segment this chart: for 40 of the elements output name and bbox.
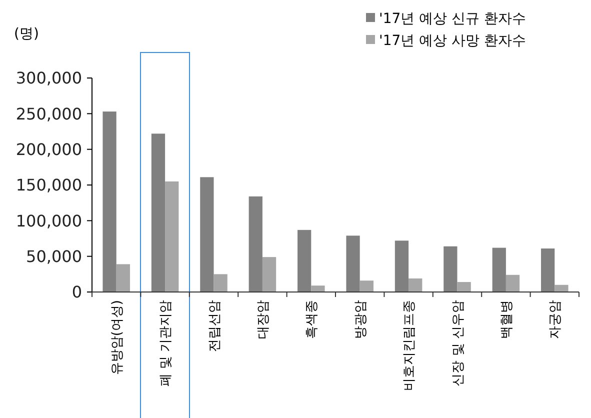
y-tick-label: 50,000 (26, 246, 82, 266)
x-tick-label: 신장 및 신우암 (450, 300, 466, 386)
bar (360, 280, 374, 292)
bar (248, 196, 262, 292)
x-tick-label: 자궁암 (548, 300, 564, 339)
y-tick-label: 250,000 (16, 104, 82, 124)
bar (116, 264, 130, 292)
y-axis-title: (명) (14, 26, 39, 42)
bar (298, 230, 312, 292)
bar (102, 112, 116, 292)
x-tick-label: 전립선암 (207, 300, 222, 352)
y-tick-label: 150,000 (16, 176, 82, 195)
bar (457, 282, 471, 292)
legend-label: '17년 예상 신규 환자수 (379, 10, 526, 27)
y-tick-label: 0 (72, 282, 82, 302)
x-tick-label: 비호지킨림프종 (402, 300, 418, 391)
bar (311, 286, 325, 292)
x-tick-label: 폐 및 기관지암 (158, 300, 174, 386)
bar (554, 284, 568, 292)
x-tick-label: 방광암 (353, 300, 368, 339)
x-tick-label: 흑색종 (304, 300, 320, 339)
bar (200, 177, 214, 292)
x-tick-label: 대장암 (256, 300, 271, 339)
bar (408, 278, 422, 292)
bar (165, 181, 179, 292)
bar (394, 240, 409, 292)
x-tick-label: 유방암(여성) (110, 300, 125, 376)
y-tick-label: 300,000 (16, 68, 82, 88)
bar (444, 246, 458, 292)
y-tick-label: 100,000 (16, 211, 82, 230)
legend-label: '17년 예상 사망 환자수 (379, 32, 526, 49)
y-tick-label: 200,000 (16, 140, 82, 159)
bar (262, 257, 276, 292)
bar (541, 248, 555, 292)
bar (492, 248, 506, 292)
x-tick-label: 백혈병 (500, 300, 514, 339)
bar (151, 134, 166, 292)
bar (346, 236, 360, 292)
bar (506, 274, 520, 292)
bar (214, 274, 228, 292)
